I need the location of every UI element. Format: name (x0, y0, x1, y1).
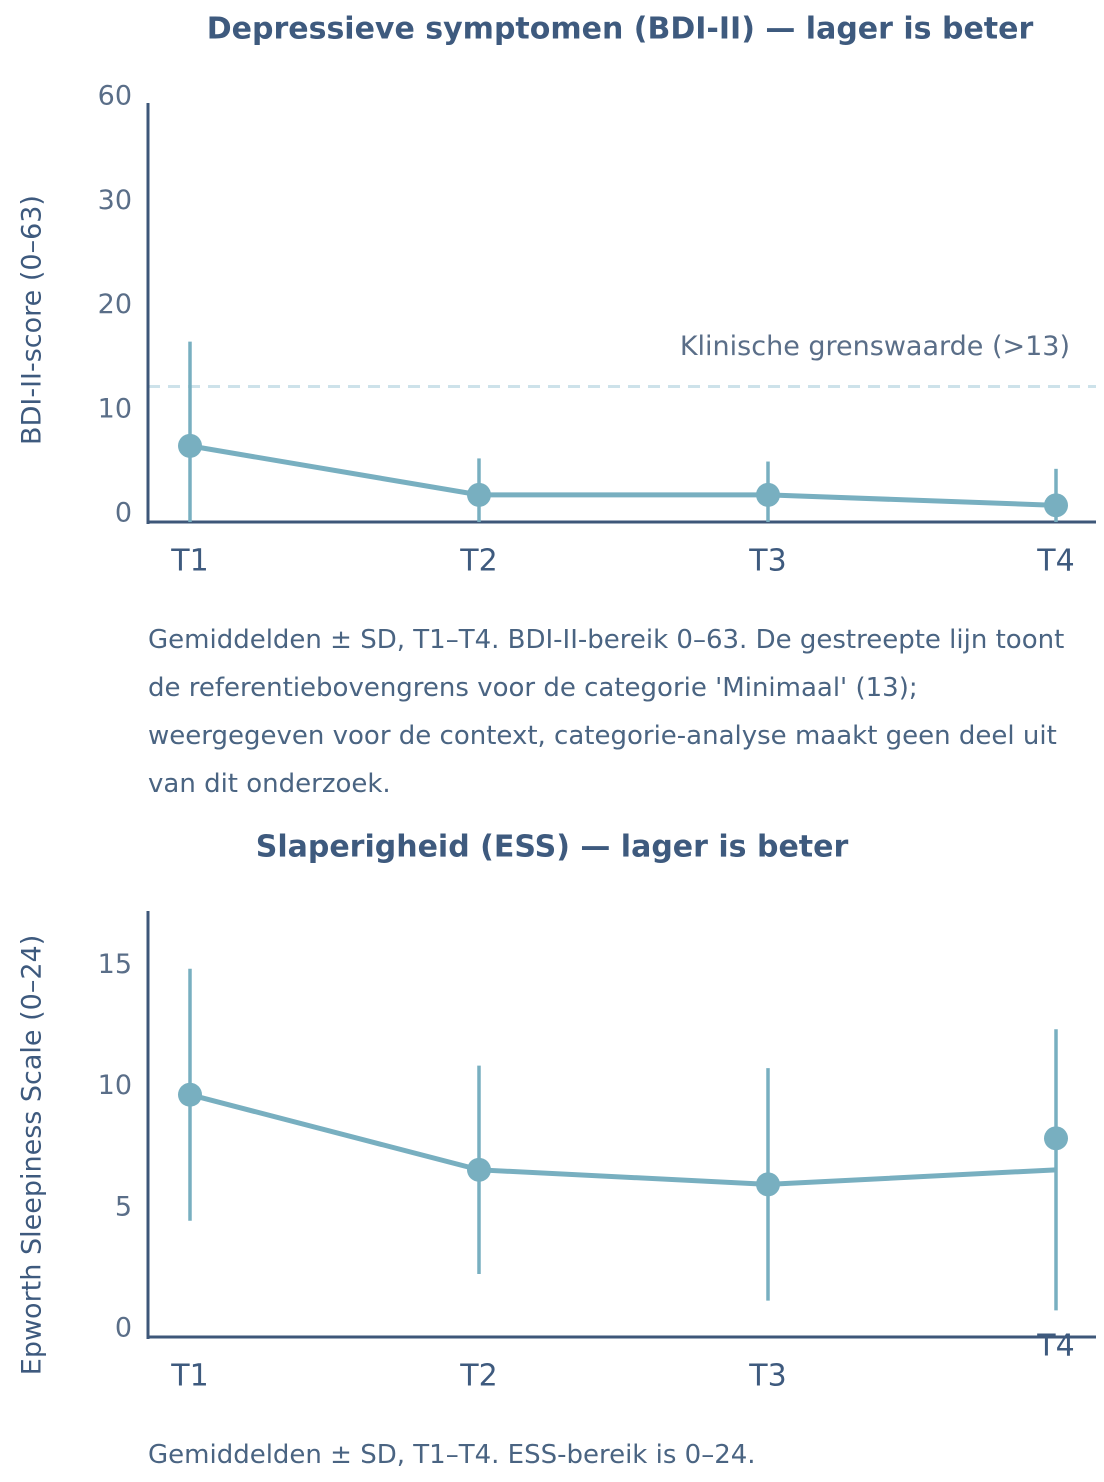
data-point (756, 482, 780, 507)
y-tick-label: 20 (98, 289, 132, 320)
x-tick-label: T2 (459, 544, 497, 579)
y-tick-label: 15 (98, 949, 132, 980)
x-tick-label: T4 (1036, 1329, 1074, 1364)
data-point (178, 433, 202, 458)
chart-title: Depressieve symptomen (BDI-II) — lager i… (207, 12, 1034, 47)
chart-title: Slaperigheid (ESS) — lager is beter (256, 830, 849, 865)
x-tick-label: T2 (459, 1359, 497, 1394)
data-point (756, 1172, 780, 1197)
y-tick-label: 10 (98, 1070, 132, 1101)
y-axis-label: BDI-II-score (0–63) (17, 195, 48, 445)
y-tick-label: 0 (115, 498, 132, 529)
y-tick-label: 0 (115, 1313, 132, 1344)
x-tick-label: T4 (1036, 544, 1074, 579)
data-point (467, 1157, 491, 1182)
x-tick-label: T3 (748, 544, 786, 579)
caption: Gemiddelden ± SD, T1–T4. ESS-bereik is 0… (148, 1440, 756, 1470)
data-point (1044, 493, 1068, 518)
data-point (467, 482, 491, 507)
y-tick-label: 30 (98, 185, 132, 216)
x-tick-label: T1 (170, 544, 208, 579)
x-tick-label: T1 (170, 1359, 208, 1394)
caption: Gemiddelden ± SD, T1–T4. BDI-II-bereik 0… (148, 625, 1065, 799)
data-line (189, 443, 1057, 508)
y-tick-label: 10 (98, 393, 132, 424)
data-point (1044, 1126, 1068, 1151)
y-tick-label: 60 (98, 81, 132, 112)
reference-label: Klinische grenswaarde (>13) (680, 331, 1070, 362)
data-line (189, 1092, 1057, 1187)
y-axis-label: Epworth Sleepiness Scale (0–24) (17, 935, 48, 1375)
data-point (178, 1082, 202, 1107)
x-tick-label: T3 (748, 1359, 786, 1394)
y-tick-label: 5 (115, 1191, 132, 1222)
